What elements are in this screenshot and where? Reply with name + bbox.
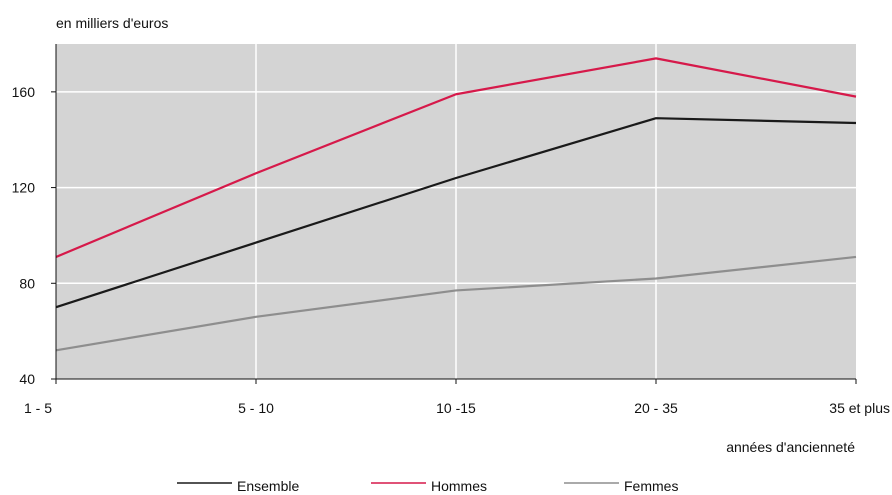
series-line-femmes <box>55 255 857 352</box>
series-line-ensemble <box>55 117 857 309</box>
y-tick-label: 120 <box>12 180 36 196</box>
legend-label-hommes: Hommes <box>431 478 487 494</box>
series-lines <box>55 57 857 352</box>
x-tick-label: 5 - 10 <box>238 400 274 416</box>
x-axis-label: années d'ancienneté <box>726 439 855 455</box>
y-tick-label: 40 <box>19 371 35 387</box>
x-tick-label: 1 - 5 <box>24 400 52 416</box>
y-tick-labels: 40 80 120 160 <box>12 84 36 387</box>
x-tick-label: 10 -15 <box>436 400 476 416</box>
series-line-hommes <box>55 57 857 258</box>
y-unit-label: en milliers d'euros <box>56 15 168 31</box>
legend-label-femmes: Femmes <box>624 478 678 494</box>
y-tick-label: 80 <box>19 275 35 291</box>
legend-label-ensemble: Ensemble <box>237 478 299 494</box>
axes <box>51 44 857 384</box>
y-tick-label: 160 <box>12 84 36 100</box>
x-tick-label: 20 - 35 <box>634 400 678 416</box>
x-tick-labels: 1 - 5 5 - 10 10 -15 20 - 35 35 et plus <box>24 400 890 416</box>
grid-lines <box>56 44 856 379</box>
legend: Ensemble Hommes Femmes <box>177 478 678 494</box>
x-tick-label: 35 et plus <box>829 400 890 416</box>
